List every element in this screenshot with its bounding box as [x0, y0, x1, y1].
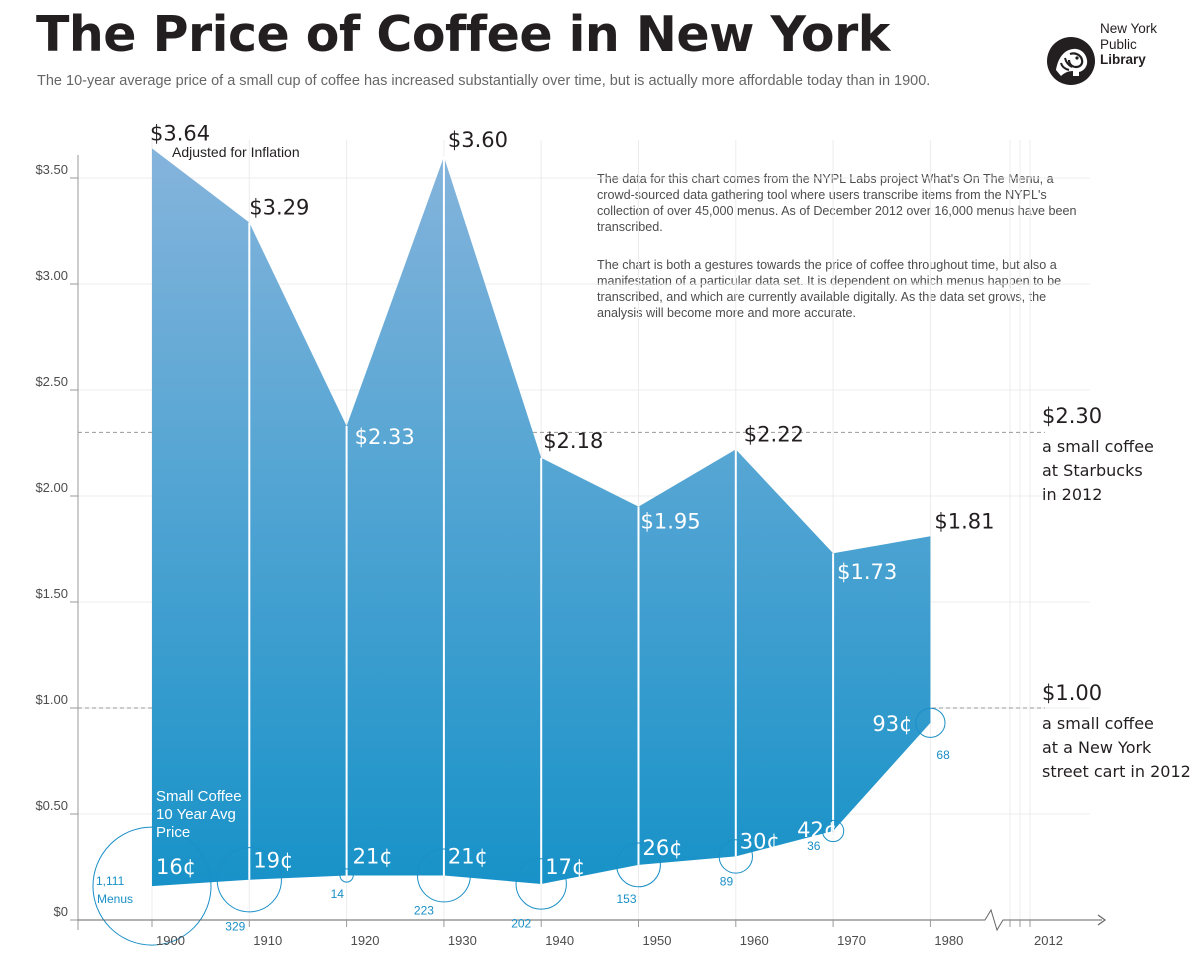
menus-suffix-label: Menus: [97, 892, 133, 906]
x-tick-label: 1940: [545, 933, 574, 948]
inflation-value-label: $2.33: [355, 425, 415, 449]
reference-annotations: $2.30 a small coffee at Starbucks in 2012 $1…: [1042, 404, 1191, 781]
menu-count-label: 202: [511, 917, 531, 931]
page-title: The Price of Coffee in New York: [36, 6, 890, 63]
y-tick-label: $0.50: [35, 798, 68, 813]
inflation-value-label: $3.64: [150, 121, 210, 145]
inflation-value-label: $2.22: [744, 422, 804, 446]
y-tick-label: $1.00: [35, 692, 68, 707]
nypl-logo[interactable]: New York Public Library: [1044, 20, 1194, 90]
x-tick-label: 1930: [448, 933, 477, 948]
reference-description: a small coffee: [1042, 714, 1154, 733]
axes: $0 $0.50 $1.00 $1.50 $2.00 $2.50 $3.00 $3.50 190…: [35, 155, 1107, 948]
reference-description: at Starbucks: [1042, 461, 1143, 480]
page-subtitle: The 10-year average price of a small cup…: [37, 73, 931, 89]
nominal-value-label: 30¢: [740, 829, 780, 853]
menu-count-label: 14: [331, 887, 345, 901]
nominal-value-label: 42¢: [797, 818, 837, 842]
x-tick-label: 1910: [253, 933, 282, 948]
small-coffee-label: Small Coffee: [156, 788, 242, 805]
y-tick-label: $2.50: [35, 374, 68, 389]
area-series: [152, 148, 931, 887]
menu-count-circles: [92, 707, 946, 946]
menu-circle: [718, 839, 753, 874]
x-tick-label: 1920: [351, 933, 380, 948]
inflation-value-label: $3.60: [448, 128, 508, 152]
reference-price-label: $1.00: [1042, 681, 1102, 705]
nominal-value-label: 19¢: [253, 849, 293, 873]
menu-circle: [915, 707, 946, 738]
menu-count-label: 36: [807, 839, 821, 853]
x-tick-label: 1960: [740, 933, 769, 948]
x-axis-arrow-icon: [1097, 914, 1107, 926]
note-paragraph-2: The chart is both a gestures towards the…: [597, 258, 1062, 320]
reference-description: at a New York: [1042, 738, 1152, 757]
inflation-value-label: $1.73: [837, 560, 897, 584]
logo-line-2: Public: [1100, 36, 1137, 52]
y-tick-label: $3.50: [35, 162, 68, 177]
menu-circle: [515, 858, 567, 910]
x-tick-label: 1980: [934, 933, 963, 948]
lion-icon: [1047, 37, 1095, 85]
menu-circle: [92, 826, 212, 946]
small-coffee-label: Price: [156, 824, 190, 841]
note-paragraph-1: The data for this chart comes from the N…: [597, 172, 1077, 234]
menu-circle: [821, 819, 845, 843]
reference-description: in 2012: [1042, 485, 1102, 504]
reference-price-label: $2.30: [1042, 404, 1102, 428]
menu-circle: [216, 847, 282, 913]
nominal-value-label: 16¢: [156, 855, 196, 879]
menu-count-label: 329: [225, 919, 245, 933]
y-tick-label: $1.50: [35, 586, 68, 601]
menu-count-label: 68: [936, 748, 950, 762]
nominal-value-label: 26¢: [643, 836, 683, 860]
small-coffee-label: 10 Year Avg: [156, 806, 236, 823]
menu-circle: [416, 848, 471, 903]
inflation-value-label: $3.29: [249, 196, 309, 220]
menu-circle: [339, 868, 354, 883]
y-tick-label: $3.00: [35, 268, 68, 283]
adjusted-for-inflation-label: Adjusted for Inflation: [172, 144, 300, 160]
menu-count-label: 223: [414, 903, 434, 917]
data-labels: $3.64 $3.29 $2.33 $3.60 $2.18 $1.95 $2.22 $1.73…: [96, 121, 995, 933]
reference-description: a small coffee: [1042, 437, 1154, 456]
nominal-value-label: 93¢: [872, 712, 912, 736]
y-tick-label: $0: [54, 904, 68, 919]
x-tick-label: 1950: [643, 933, 672, 948]
logo-line-1: New York: [1100, 21, 1158, 36]
inflation-value-label: $1.95: [641, 510, 701, 534]
menu-count-label: 89: [720, 874, 734, 888]
inflation-value-label: $1.81: [934, 509, 994, 533]
nominal-value-label: 21¢: [448, 844, 488, 868]
menu-count-label: 1,111: [96, 874, 125, 888]
nominal-value-label: 17¢: [545, 855, 585, 879]
menu-circle: [616, 842, 661, 888]
nominal-value-label: 21¢: [353, 844, 393, 868]
x-tick-label: 1900: [156, 933, 185, 948]
y-tick-label: $2.00: [35, 480, 68, 495]
reference-description: street cart in 2012: [1042, 762, 1191, 781]
menu-count-label: 153: [617, 892, 637, 906]
inflation-value-label: $2.18: [543, 429, 603, 453]
x-tick-label: 2012: [1034, 933, 1063, 948]
x-tick-label: 1970: [837, 933, 866, 948]
logo-line-3: Library: [1100, 52, 1146, 67]
